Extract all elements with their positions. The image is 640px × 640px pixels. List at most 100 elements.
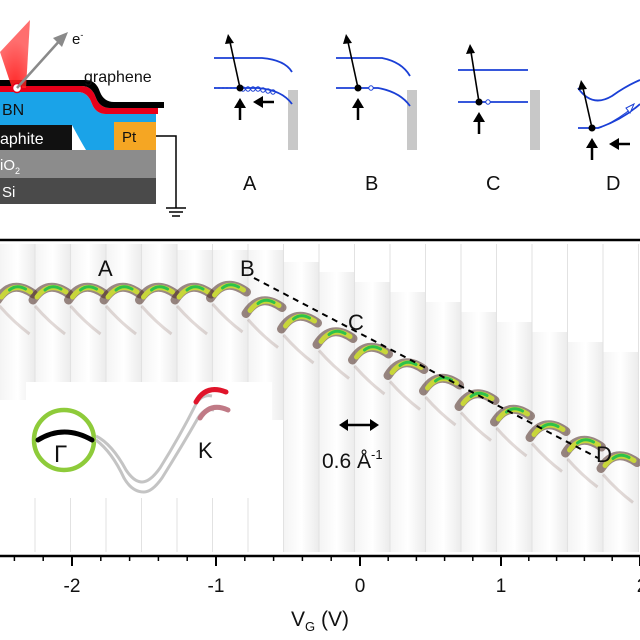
trajectory-arrowhead	[625, 102, 636, 114]
scale-arrow-right	[370, 419, 379, 431]
dirac-point	[588, 124, 596, 132]
arpes-strip	[284, 262, 319, 552]
ground-wire	[156, 135, 177, 208]
sio2-label: iO2	[0, 157, 20, 176]
panel-label-C: C	[348, 310, 364, 335]
si-layer	[0, 178, 156, 204]
pt-label: Pt	[122, 129, 137, 146]
contact-bar	[530, 90, 540, 150]
panel-label-D: D	[596, 442, 612, 467]
arpes-bands	[0, 280, 640, 504]
band-arc	[170, 282, 216, 336]
contact-bar	[407, 90, 417, 150]
arpes-panel: A B C D 0.6 Å-1 Γ K	[0, 238, 640, 558]
arpes-strip	[319, 272, 354, 552]
gamma-label: Γ	[54, 441, 67, 468]
graphene-label: graphene	[84, 69, 152, 86]
band-arc	[561, 435, 607, 489]
dirac-arrow	[229, 41, 241, 89]
dirac-point	[236, 84, 244, 92]
x-tick-label: -1	[208, 576, 225, 597]
arpes-strip	[426, 302, 461, 552]
arpes-strip	[461, 312, 496, 552]
contact-bar	[288, 90, 298, 150]
bz-sketch: Γ K	[26, 382, 272, 498]
panel-label-B: B	[240, 256, 255, 281]
panel-label-A: A	[98, 256, 113, 281]
conduction-band	[214, 57, 293, 73]
band-arc	[454, 389, 500, 442]
dirac-point	[475, 98, 483, 106]
conduction-band	[336, 57, 411, 77]
up-arrowhead	[473, 112, 485, 122]
x-tick-label: 1	[496, 576, 507, 597]
arpes-strip	[142, 244, 177, 400]
dirac-arrow	[470, 51, 480, 103]
hole-circles	[240, 86, 276, 95]
valence-band	[214, 87, 293, 105]
band-arc	[28, 282, 74, 336]
dirac-arrowhead	[343, 34, 352, 44]
dirac-arrowhead	[225, 34, 234, 44]
band-arc	[383, 358, 429, 411]
arpes-strip	[71, 244, 106, 400]
lower-band-k	[197, 404, 231, 421]
arpes-strip	[390, 292, 425, 552]
x-axis-title: VG (V)	[291, 608, 349, 634]
electron-arrow	[16, 37, 63, 89]
up-arrowhead	[234, 98, 246, 108]
dirac-trend-line	[253, 277, 599, 459]
band-arc	[206, 280, 252, 334]
arpes-strip	[532, 332, 567, 552]
inset-label: C	[486, 173, 500, 195]
arpes-strip	[35, 244, 70, 400]
band-arc	[525, 420, 571, 473]
arpes-strip	[0, 244, 35, 400]
inset-D: D	[577, 79, 640, 195]
dirac-point	[354, 84, 362, 92]
electron-label: e-	[72, 30, 83, 48]
inset-label: B	[365, 173, 378, 195]
valence-band	[578, 103, 640, 129]
band-arc	[64, 282, 110, 336]
left-arrowhead	[253, 96, 263, 108]
gamma-band	[35, 429, 95, 443]
inset-C: C	[458, 44, 540, 195]
band-arc	[312, 327, 358, 380]
si-label: Si	[2, 184, 15, 201]
sio2-layer	[0, 150, 156, 178]
graphite-label: aphite	[0, 131, 44, 148]
pt-contact	[114, 122, 156, 150]
left-arrowhead	[609, 138, 619, 150]
band-arc	[99, 282, 145, 336]
arpes-strip	[106, 244, 141, 400]
x-ticks	[13, 556, 640, 566]
graphite-layer	[0, 125, 72, 150]
band-arc	[277, 311, 323, 365]
device-schematic: e- graphene BN aphite Pt iO2 Si	[0, 20, 186, 217]
hole-circle	[485, 99, 491, 105]
inset-label: A	[243, 173, 257, 195]
band-arc	[0, 282, 39, 336]
up-arrowhead	[352, 98, 364, 108]
x-axis: -2 -1 0 1 2 VG (V)	[13, 556, 640, 634]
upper-band-k	[193, 387, 229, 405]
band-arc	[348, 342, 394, 396]
k-label: K	[198, 438, 213, 463]
scale-arrow-left	[339, 419, 348, 431]
inset-B: B	[336, 34, 417, 195]
dirac-arrow	[347, 41, 359, 89]
x-tick-label: -2	[64, 576, 81, 597]
inset-A: A	[214, 34, 298, 195]
inset-label: D	[606, 173, 620, 195]
x-tick-label: 2	[637, 576, 640, 597]
electron-arrowhead	[53, 32, 68, 47]
x-tick-label: 0	[355, 576, 366, 597]
hole-circle	[368, 85, 374, 91]
bn-label: BN	[2, 102, 24, 119]
conduction-band	[577, 79, 640, 102]
dirac-arrowhead	[466, 44, 475, 54]
band-arc	[135, 282, 181, 336]
scale-label: 0.6 Å-1	[322, 447, 383, 473]
